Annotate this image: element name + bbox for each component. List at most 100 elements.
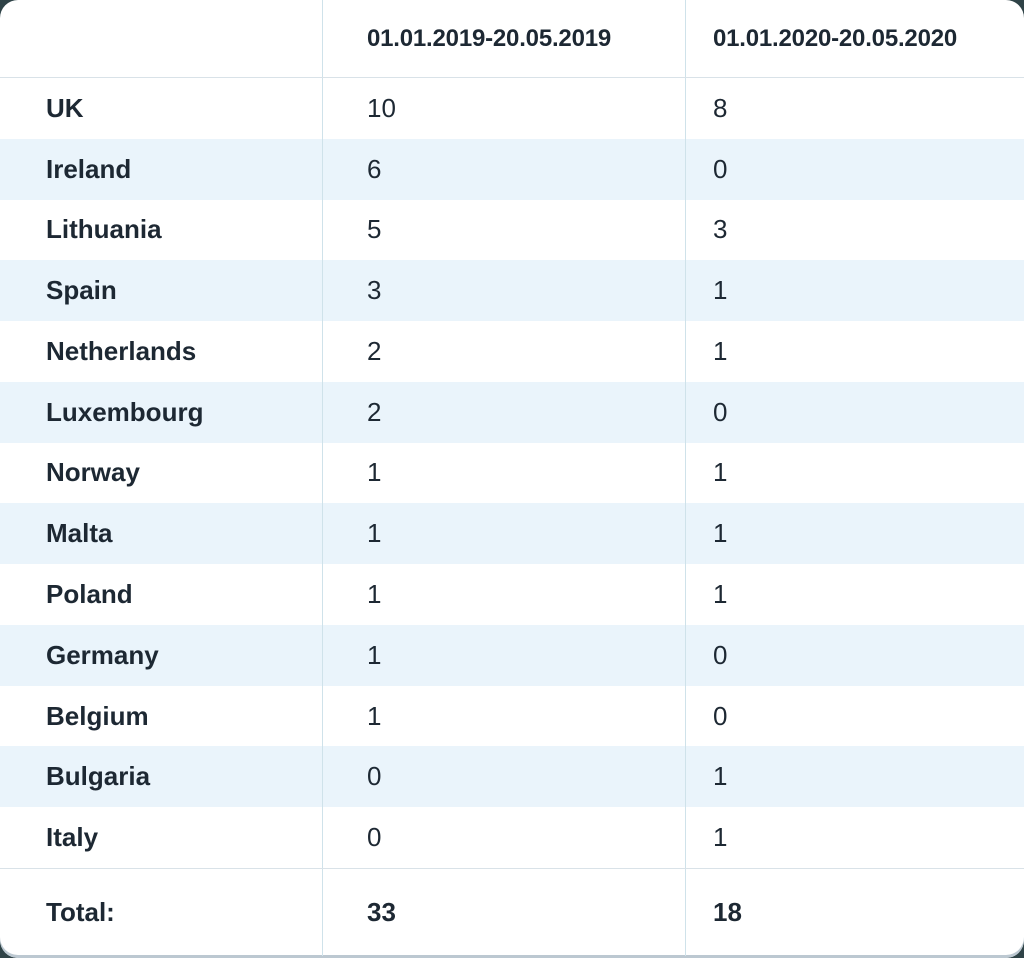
country-label: Ireland [46, 153, 132, 184]
period2-value: 1 [713, 518, 728, 549]
header-country-column [0, 0, 322, 77]
header-period1-label: 01.01.2019-20.05.2019 [367, 24, 612, 52]
country-label: Malta [46, 518, 113, 549]
period2-value: 1 [713, 761, 728, 792]
country-cell: Poland [0, 564, 322, 625]
period1-value: 10 [367, 92, 396, 123]
table-row: Norway 1 1 [0, 442, 1024, 504]
period1-cell: 2 [322, 321, 685, 382]
country-cell: Ireland [0, 139, 322, 200]
country-label: Italy [46, 822, 99, 853]
period2-value: 1 [713, 275, 728, 306]
period1-value: 3 [367, 275, 382, 306]
period1-value: 2 [367, 396, 382, 427]
table-row: Ireland 6 0 [0, 138, 1024, 200]
period2-cell: 1 [685, 746, 1024, 808]
period1-cell: 1 [322, 624, 685, 686]
period1-cell: 10 [322, 78, 685, 139]
period1-value: 6 [367, 153, 382, 184]
total-period1-value: 33 [367, 897, 396, 927]
period1-cell: 0 [322, 807, 685, 868]
country-label: Netherlands [46, 335, 197, 366]
period2-cell: 8 [685, 78, 1024, 139]
period1-cell: 1 [322, 685, 685, 747]
period2-cell: 1 [685, 503, 1024, 565]
period1-value: 1 [367, 700, 382, 731]
country-label: Poland [46, 579, 133, 609]
country-cell: Italy [0, 807, 322, 868]
table-row: Malta 1 1 [0, 503, 1024, 565]
total-period2-value: 18 [713, 897, 742, 927]
country-cell: Bulgaria [0, 746, 322, 807]
table-row: Bulgaria 0 1 [0, 746, 1024, 808]
period2-cell: 0 [685, 381, 1024, 443]
period2-cell: 3 [685, 199, 1024, 261]
country-cell: Netherlands [0, 321, 322, 382]
period1-value: 0 [367, 761, 382, 792]
country-label: Spain [46, 275, 117, 306]
period2-cell: 1 [685, 442, 1024, 504]
table-row: Netherlands 2 1 [0, 321, 1024, 382]
period2-cell: 1 [685, 807, 1024, 868]
period1-cell: 2 [322, 381, 685, 443]
period2-cell: 0 [685, 624, 1024, 686]
period2-value: 3 [713, 214, 728, 245]
total-label: Total: [46, 897, 115, 927]
table-row: Luxembourg 2 0 [0, 381, 1024, 443]
period1-cell: 6 [322, 138, 685, 200]
period2-cell: 1 [685, 564, 1024, 625]
period1-cell: 1 [322, 442, 685, 504]
table-row: Spain 3 1 [0, 260, 1024, 322]
header-period2-column: 01.01.2020-20.05.2020 [685, 0, 1024, 77]
country-label: Lithuania [46, 214, 162, 245]
table-header-row: 01.01.2019-20.05.2019 01.01.2020-20.05.2… [0, 0, 1024, 78]
period1-value: 0 [367, 822, 382, 853]
total-period1-cell: 33 [322, 869, 685, 956]
country-label: Belgium [46, 700, 149, 731]
period2-value: 1 [713, 457, 728, 488]
table-total-row: Total: 33 18 [0, 868, 1024, 956]
table-row: Poland 1 1 [0, 564, 1024, 625]
period2-cell: 0 [685, 138, 1024, 200]
period1-value: 2 [367, 335, 382, 366]
table-row: Lithuania 5 3 [0, 199, 1024, 261]
country-cell: Germany [0, 625, 322, 686]
country-label: UK [46, 92, 84, 123]
header-period2-label: 01.01.2020-20.05.2020 [713, 24, 958, 52]
period2-value: 1 [713, 822, 728, 853]
country-label: Luxembourg [46, 396, 204, 427]
period2-value: 0 [713, 153, 728, 184]
period2-value: 1 [713, 579, 728, 609]
period1-value: 1 [367, 457, 382, 488]
period2-value: 0 [713, 700, 728, 731]
table-row: Germany 1 0 [0, 624, 1024, 686]
header-period1-column: 01.01.2019-20.05.2019 [322, 0, 685, 77]
table-row: UK 10 8 [0, 78, 1024, 139]
total-period2-cell: 18 [685, 869, 1024, 956]
period2-cell: 1 [685, 321, 1024, 382]
country-cell: Norway [0, 443, 322, 504]
country-cell: Spain [0, 260, 322, 321]
period1-cell: 5 [322, 199, 685, 261]
period2-cell: 0 [685, 685, 1024, 747]
table-row: Italy 0 1 [0, 807, 1024, 868]
period1-value: 5 [367, 214, 382, 245]
period2-value: 1 [713, 335, 728, 366]
country-cell: Malta [0, 503, 322, 564]
period1-cell: 1 [322, 564, 685, 625]
country-cell: Belgium [0, 686, 322, 747]
period1-cell: 0 [322, 746, 685, 808]
table-body: UK 10 8 Ireland 6 0 Lithuania 5 3 Spain [0, 78, 1024, 868]
period2-value: 0 [713, 639, 728, 670]
period2-value: 8 [713, 92, 728, 123]
country-label: Bulgaria [46, 761, 151, 792]
period2-cell: 1 [685, 260, 1024, 322]
period1-value: 1 [367, 639, 382, 670]
country-cell: Luxembourg [0, 382, 322, 443]
table-row: Belgium 1 0 [0, 685, 1024, 747]
country-cell: UK [0, 78, 322, 139]
total-label-cell: Total: [0, 869, 322, 956]
country-label: Germany [46, 639, 159, 670]
country-cell: Lithuania [0, 200, 322, 261]
